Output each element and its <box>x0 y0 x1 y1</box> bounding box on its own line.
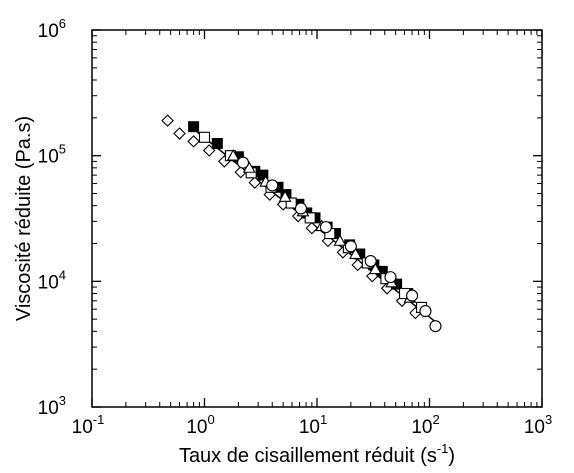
diamond-marker <box>173 127 186 140</box>
filled-square-marker <box>257 169 269 181</box>
x-tick-label: 10-1 <box>72 412 105 438</box>
circle-marker <box>429 320 442 333</box>
y-tick-label: 105 <box>38 142 66 168</box>
y-tick-label: 103 <box>38 393 66 419</box>
circle-marker <box>419 305 432 318</box>
x-tick-label: 100 <box>186 412 214 438</box>
circle-marker <box>236 156 250 169</box>
triangle-marker <box>349 247 362 259</box>
series-diamond-open <box>161 114 422 320</box>
plot-frame <box>91 29 543 408</box>
tick-labels: 10-1 100 101 102 103 103 104 105 106 <box>38 16 553 438</box>
diamond-marker <box>351 258 364 272</box>
minor-ticks <box>92 30 542 407</box>
triangle-marker <box>368 262 382 275</box>
y-axis-title: Viscosité réduite (Pa.s) <box>13 116 35 321</box>
circle-marker <box>364 255 377 268</box>
circle-marker <box>344 240 357 253</box>
diamond-marker <box>187 135 200 148</box>
open-square-marker <box>198 131 211 143</box>
diamond-marker <box>305 221 319 235</box>
filled-square-marker <box>211 137 223 149</box>
circle-marker <box>319 221 332 234</box>
circle-marker <box>406 289 419 302</box>
triangle-marker <box>333 234 347 246</box>
diamond-marker <box>161 114 174 127</box>
x-tick-label: 101 <box>299 412 327 438</box>
triangle-marker <box>278 190 292 202</box>
x-tick-label: 103 <box>524 412 552 438</box>
open-square-marker <box>304 212 316 224</box>
y-tick-label: 106 <box>38 16 66 42</box>
plot-area <box>161 114 442 333</box>
x-tick-label: 102 <box>411 412 439 438</box>
triangle-marker <box>226 149 240 161</box>
x-axis-title: Taux de cisaillement réduit (s-1) <box>179 441 455 467</box>
series-circle-open <box>236 156 442 333</box>
circle-marker <box>266 179 279 192</box>
circle-marker <box>294 202 307 215</box>
y-tick-label: 104 <box>38 267 66 293</box>
filled-square-marker <box>188 121 200 133</box>
open-square-marker <box>285 197 297 209</box>
circle-marker <box>384 271 397 284</box>
